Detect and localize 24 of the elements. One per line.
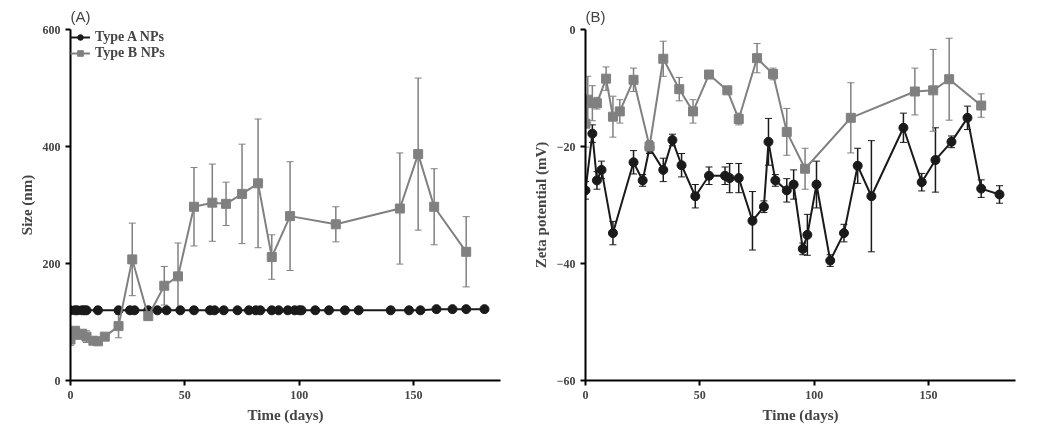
x-tick-label: 50 (178, 387, 191, 402)
chart-title: (B) (585, 7, 606, 25)
x-tick-label: 100 (290, 387, 309, 402)
x-tick-label: 0 (67, 387, 74, 402)
y-tick-label: −40 (556, 256, 576, 271)
y-tick-label: 400 (42, 139, 61, 154)
y-tick-label: 0 (54, 373, 61, 388)
chart-title: (A) (70, 7, 91, 25)
x-tick-label: 150 (404, 387, 423, 402)
x-tick-label: 150 (919, 387, 938, 402)
y-tick-label: 200 (42, 256, 61, 271)
x-axis-title: Time (days) (762, 406, 839, 424)
y-axis-title: Size (nm) (18, 174, 36, 236)
y-tick-label: −60 (556, 373, 576, 388)
y-tick-label: 0 (569, 22, 576, 37)
y-axis-title: Zeta potential (mV) (532, 141, 550, 269)
y-tick-label: 600 (42, 22, 61, 37)
x-tick-label: 50 (693, 387, 706, 402)
x-axis-title: Time (days) (247, 406, 324, 424)
legend-label: Type B NPs (95, 45, 165, 61)
legend-label: Type A NPs (95, 29, 164, 45)
x-tick-label: 100 (805, 387, 824, 402)
y-tick-label: −20 (556, 139, 576, 154)
x-tick-label: 0 (582, 387, 589, 402)
